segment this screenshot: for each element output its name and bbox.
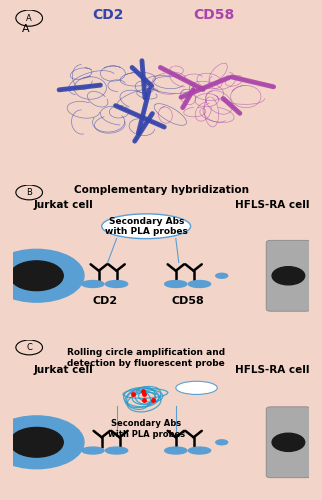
Ellipse shape xyxy=(216,274,228,278)
Text: Jurkat cell: Jurkat cell xyxy=(33,365,93,375)
Text: HFLS-RA cell: HFLS-RA cell xyxy=(235,365,309,375)
Ellipse shape xyxy=(165,280,187,287)
Text: Secondary Abs
with PLA probes: Secondary Abs with PLA probes xyxy=(105,216,188,236)
Text: Jurkat cell: Jurkat cell xyxy=(33,200,93,210)
Ellipse shape xyxy=(216,440,228,445)
Text: A: A xyxy=(22,24,29,34)
Text: CD58: CD58 xyxy=(171,296,204,306)
Ellipse shape xyxy=(82,447,104,454)
Circle shape xyxy=(0,250,84,302)
Text: Complementary hybridization: Complementary hybridization xyxy=(73,185,249,195)
Ellipse shape xyxy=(106,447,128,454)
Ellipse shape xyxy=(176,381,217,394)
Text: Rolling circle amplification and
detection by fluorescent probe: Rolling circle amplification and detecti… xyxy=(67,348,225,368)
Ellipse shape xyxy=(68,440,80,445)
Text: CD2: CD2 xyxy=(92,8,123,22)
Text: CD58: CD58 xyxy=(194,8,235,22)
Text: CD2: CD2 xyxy=(92,296,117,306)
Text: C: C xyxy=(26,343,32,352)
Ellipse shape xyxy=(165,447,187,454)
Ellipse shape xyxy=(188,447,211,454)
Text: B: B xyxy=(26,188,32,197)
Text: HFLS-RA cell: HFLS-RA cell xyxy=(235,200,309,210)
Circle shape xyxy=(272,433,305,452)
Circle shape xyxy=(10,261,63,290)
Text: Secondary Abs
with PLA probes: Secondary Abs with PLA probes xyxy=(108,419,185,438)
Ellipse shape xyxy=(188,280,211,287)
Circle shape xyxy=(10,428,63,457)
Circle shape xyxy=(0,416,84,469)
Ellipse shape xyxy=(106,280,128,287)
Text: A: A xyxy=(26,14,32,22)
Circle shape xyxy=(272,266,305,285)
Ellipse shape xyxy=(102,214,191,238)
FancyBboxPatch shape xyxy=(266,240,311,311)
Ellipse shape xyxy=(68,274,80,278)
FancyBboxPatch shape xyxy=(266,407,311,478)
Ellipse shape xyxy=(82,280,104,287)
